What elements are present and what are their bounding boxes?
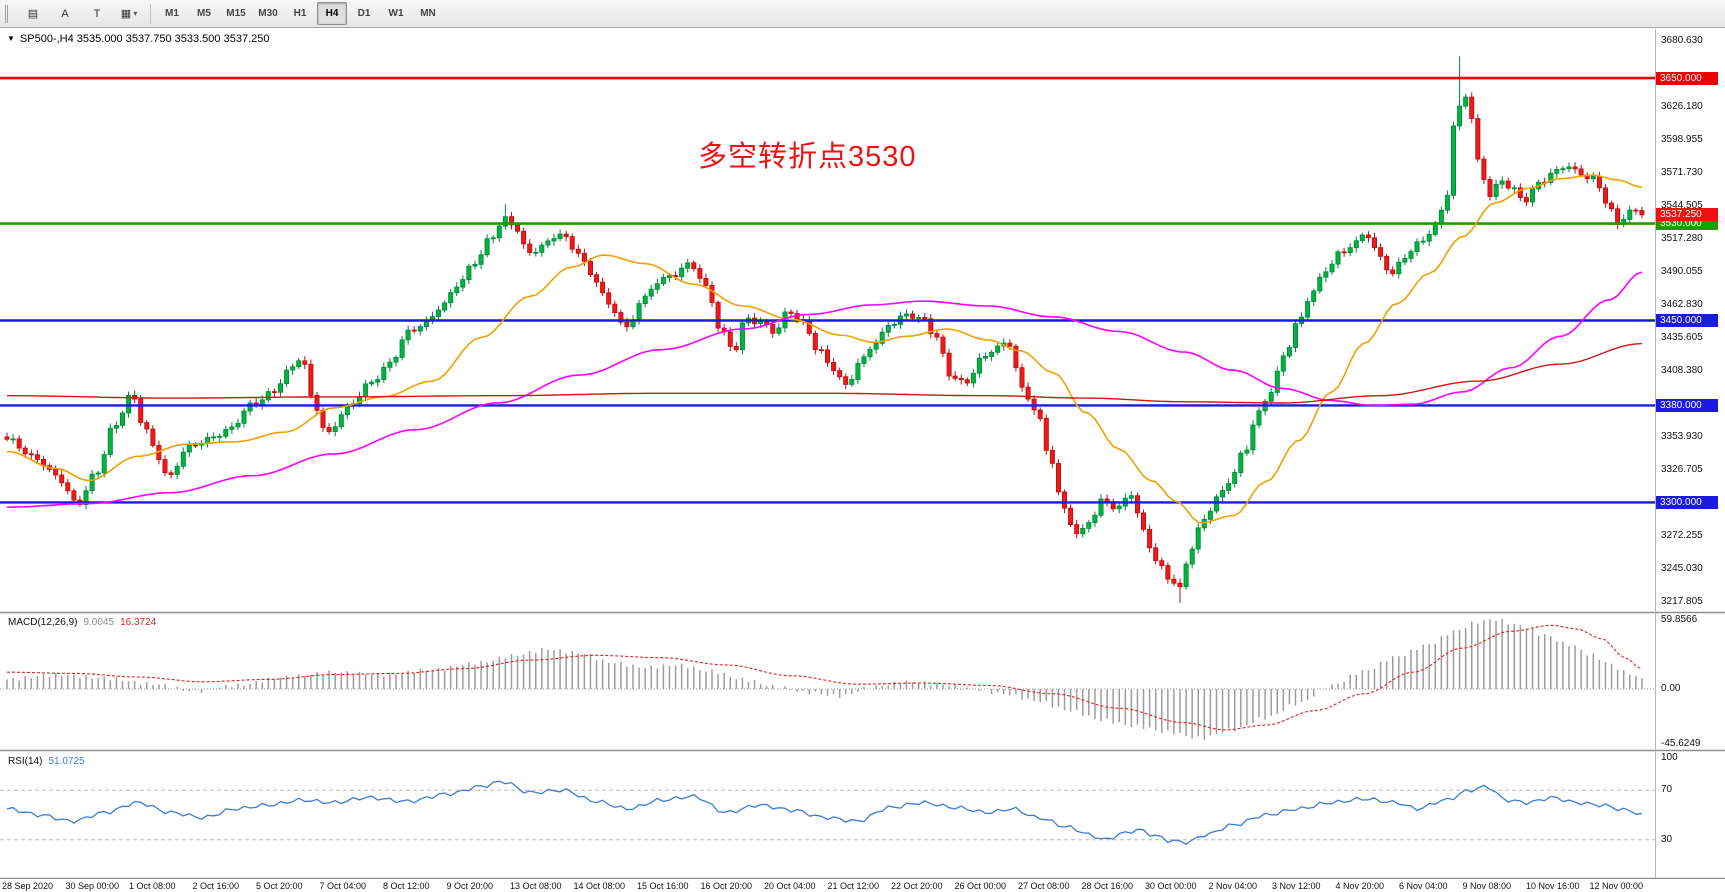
time-axis-label: 9 Nov 08:00	[1462, 881, 1512, 891]
macd-indicator-label: MACD(12,26,9) 9.0045 16.3724	[8, 617, 156, 628]
ma-slow-red	[7, 342, 1642, 404]
time-axis-label: 26 Oct 00:00	[954, 881, 1007, 891]
toolbar-separator	[150, 3, 151, 24]
chart-objects-tool[interactable]: ▦ ▾	[120, 8, 138, 20]
time-axis-label: 28 Sep 2020	[2, 881, 54, 891]
time-axis-label: 12 Nov 00:00	[1589, 881, 1644, 891]
time-axis-label: 15 Oct 16:00	[637, 881, 689, 891]
time-axis-label: 7 Oct 04:00	[319, 881, 367, 891]
time-axis-label: 20 Oct 04:00	[764, 881, 816, 891]
timeframe-m5-button[interactable]: M5	[197, 8, 211, 19]
symbol-ohlc-display[interactable]: ▼ SP500-,H4 3535.000 3537.750 3533.500 35…	[7, 33, 269, 45]
text-label-tool[interactable]: A	[61, 7, 69, 20]
macd-main-value: 9.0045	[83, 617, 115, 628]
rsi-value: 51.0725	[48, 756, 85, 767]
timeframe-m30-button[interactable]: M30	[258, 8, 278, 19]
time-axis-label: 16 Oct 20:00	[700, 881, 753, 891]
charts-window-tool[interactable]: ▤	[27, 8, 39, 20]
macd-name: MACD(12,26,9)	[8, 617, 78, 628]
symbol-ohlc-text: SP500-,H4 3535.000 3537.750 3533.500 353…	[19, 33, 270, 45]
timeframe-buttons: M1 M5 M15 M30 H1 H4 D1 W1 MN	[156, 2, 444, 25]
toolbar-tools: ▤ A T ▦ ▾	[17, 2, 145, 25]
rsi-indicator-label: RSI(14) 51.0725	[8, 756, 85, 767]
timeframe-h1-button[interactable]: H1	[293, 8, 307, 19]
timeframe-h4-button[interactable]: H4	[317, 2, 347, 25]
macd-histogram	[6, 618, 1643, 740]
timeframe-d1-button[interactable]: D1	[357, 8, 371, 19]
dropdown-caret-icon: ▾	[133, 9, 138, 18]
timeframe-m1-button[interactable]: M1	[165, 8, 179, 19]
chart-annotation-text[interactable]: 多空转折点3530	[698, 141, 917, 173]
time-axis-label: 27 Oct 08:00	[1018, 881, 1070, 891]
time-axis-label: 10 Nov 16:00	[1526, 881, 1580, 891]
rsi-line	[6, 780, 1642, 845]
ma-medium-magenta	[7, 271, 1643, 508]
timeframe-m15-button[interactable]: M15	[226, 8, 246, 19]
text-frame-tool[interactable]: T	[93, 7, 101, 20]
time-axis-label: 14 Oct 08:00	[573, 881, 626, 891]
time-axis-label: 28 Oct 16:00	[1081, 881, 1134, 891]
time-axis-label: 30 Sep 00:00	[65, 881, 120, 891]
toolbar-grip[interactable]	[5, 4, 11, 23]
time-axis-label: 13 Oct 08:00	[510, 881, 562, 891]
time-axis-label: 22 Oct 20:00	[891, 881, 943, 891]
time-axis-label: 2 Oct 16:00	[192, 881, 240, 891]
macd-signal-line	[7, 624, 1643, 731]
time-axis-label: 2 Nov 04:00	[1208, 881, 1258, 891]
time-axis-label: 30 Oct 00:00	[1145, 881, 1197, 891]
time-axis-label: 9 Oct 20:00	[446, 881, 494, 891]
time-axis[interactable]: 28 Sep 2020 30 Sep 00:00 1 Oct 08:00 2 Oct …	[0, 879, 1725, 892]
time-axis-label: 1 Oct 08:00	[129, 881, 176, 891]
time-axis-label: 4 Nov 20:00	[1335, 881, 1385, 891]
rsi-name: RSI(14)	[8, 756, 43, 767]
time-axis-label: 3 Nov 12:00	[1272, 881, 1321, 891]
timeframe-mn-button[interactable]: MN	[420, 8, 436, 19]
collapse-arrow-icon[interactable]: ▼	[7, 34, 15, 43]
toolbar: ▤ A T ▦ ▾ M1 M5 M15 M30 H1 H4 D1 W1 MN	[0, 0, 1725, 28]
time-axis-label: 6 Nov 04:00	[1399, 881, 1448, 891]
time-axis-label: 5 Oct 20:00	[256, 881, 303, 891]
timeframe-w1-button[interactable]: W1	[388, 8, 404, 19]
ma-fast-orange	[6, 174, 1643, 524]
time-axis-label: 8 Oct 12:00	[383, 881, 430, 891]
macd-signal-value: 16.3724	[120, 617, 157, 628]
time-axis-label: 21 Oct 12:00	[827, 881, 880, 891]
